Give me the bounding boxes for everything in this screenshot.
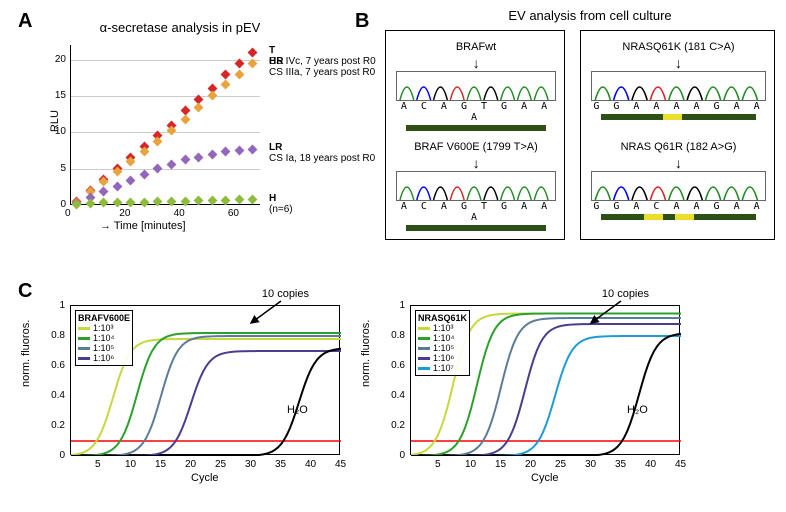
seq-letters: G G A A A A G A A bbox=[591, 101, 766, 112]
data-point bbox=[99, 187, 109, 197]
panel-a-title: α-secretase analysis in pEV bbox=[70, 20, 290, 35]
h2o-label: H₂O bbox=[627, 404, 648, 416]
seq-panel: BRAFwt ↓ A C A G T G A A A bbox=[396, 41, 556, 131]
series-label: LRCS Ia, 18 years post R0 bbox=[269, 142, 375, 164]
h2o-label: H₂O bbox=[287, 404, 308, 416]
arrow-icon: ↓ bbox=[675, 55, 682, 71]
data-point bbox=[221, 79, 231, 89]
ylabel: norm. fluoros. bbox=[360, 320, 372, 387]
seq-title: BRAF V600E (1799 T>A) bbox=[396, 141, 556, 153]
panel-a-xlabel: → Time [minutes] bbox=[100, 220, 186, 232]
data-point bbox=[180, 114, 190, 124]
data-point bbox=[112, 198, 122, 208]
seq-panel: NRASQ61K (181 C>A) ↓ G G A A A A G A A bbox=[591, 41, 766, 120]
panel-b-label: B bbox=[355, 10, 369, 33]
panel-a-label: A bbox=[18, 10, 32, 33]
data-point bbox=[112, 181, 122, 191]
data-point bbox=[207, 149, 217, 159]
data-point bbox=[234, 146, 244, 156]
seq-title: NRASQ61K (181 C>A) bbox=[591, 41, 766, 53]
data-point bbox=[248, 195, 258, 205]
chromatogram bbox=[591, 71, 766, 101]
data-point bbox=[221, 147, 231, 157]
xlabel: Cycle bbox=[531, 472, 559, 484]
arrow-icon: ↓ bbox=[675, 155, 682, 171]
seq-bar bbox=[406, 225, 546, 231]
panel-c-label: C bbox=[18, 280, 32, 303]
seq-panel: NRAS Q61R (182 A>G) ↓ G G A C A A G A A bbox=[591, 141, 766, 220]
seq-letters: G G A C A A G A A bbox=[591, 201, 766, 212]
seq-box-right: NRASQ61K (181 C>A)↓G G A A A A G A ANRAS… bbox=[580, 30, 775, 240]
data-point bbox=[153, 196, 163, 206]
panel-a-ylabel: RLU bbox=[49, 110, 61, 132]
curve-chart: 5101520253035404500.20.40.60.81norm. flu… bbox=[70, 305, 340, 455]
seq-letters: A C A G T G A A A bbox=[396, 101, 556, 123]
chromatogram bbox=[591, 171, 766, 201]
seq-bar bbox=[601, 114, 756, 120]
series-label: H(n=6) bbox=[269, 193, 293, 215]
chromatogram bbox=[396, 171, 556, 201]
data-point bbox=[194, 196, 204, 206]
data-point bbox=[166, 196, 176, 206]
xlabel: Cycle bbox=[191, 472, 219, 484]
data-point bbox=[207, 196, 217, 206]
seq-box-left: BRAFwt↓A C A G T G A A ABRAF V600E (1799… bbox=[385, 30, 565, 240]
data-point bbox=[221, 69, 231, 79]
data-point bbox=[126, 197, 136, 207]
series-label: HRCS IIIa, 7 years post R0 bbox=[269, 56, 375, 78]
ylabel: norm. fluoros. bbox=[20, 320, 32, 387]
curve-chart: 5101520253035404500.20.40.60.81norm. flu… bbox=[410, 305, 680, 455]
legend: BRAFV600E1:10³1:10⁴1:10⁵1:10⁶ bbox=[75, 310, 133, 366]
chromatogram bbox=[396, 71, 556, 101]
arrow-icon: ↓ bbox=[473, 155, 480, 171]
seq-title: NRAS Q61R (182 A>G) bbox=[591, 141, 766, 153]
panel-a-chart: 051015200204060TCS IVc, 7 years post R0H… bbox=[70, 45, 260, 205]
data-point bbox=[126, 175, 136, 185]
data-point bbox=[99, 198, 109, 208]
data-point bbox=[207, 91, 217, 101]
seq-bar bbox=[406, 125, 546, 131]
data-point bbox=[180, 155, 190, 165]
data-point bbox=[166, 126, 176, 136]
data-point bbox=[139, 197, 149, 207]
seq-bar bbox=[601, 214, 756, 220]
data-point bbox=[85, 199, 95, 209]
data-point bbox=[194, 103, 204, 113]
panel-b-title: EV analysis from cell culture bbox=[450, 8, 730, 23]
data-point bbox=[194, 152, 204, 162]
data-point bbox=[234, 69, 244, 79]
data-point bbox=[180, 196, 190, 206]
data-point bbox=[248, 144, 258, 154]
seq-letters: A C A G T G A A A bbox=[396, 201, 556, 223]
arrow-icon: ↓ bbox=[473, 55, 480, 71]
data-point bbox=[248, 47, 258, 57]
legend: NRASQ61K1:10³1:10⁴1:10⁵1:10⁶1:10⁷ bbox=[415, 310, 470, 376]
data-point bbox=[221, 196, 231, 206]
seq-title: BRAFwt bbox=[396, 41, 556, 53]
data-point bbox=[153, 164, 163, 174]
data-point bbox=[139, 170, 149, 180]
data-point bbox=[234, 195, 244, 205]
seq-panel: BRAF V600E (1799 T>A) ↓ A C A G T G A A A bbox=[396, 141, 556, 231]
